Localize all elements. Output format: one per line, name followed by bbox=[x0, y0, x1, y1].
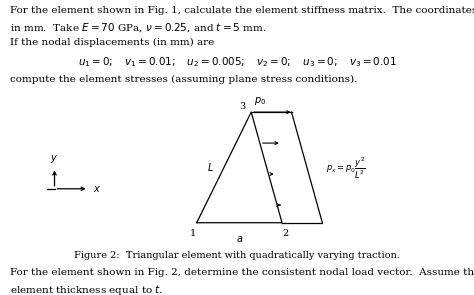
Text: $L$: $L$ bbox=[207, 161, 214, 173]
Text: For the element shown in Fig. 2, determine the consistent nodal load vector.  As: For the element shown in Fig. 2, determi… bbox=[10, 268, 474, 278]
Text: If the nodal displacements (in mm) are: If the nodal displacements (in mm) are bbox=[10, 38, 215, 47]
Text: $p_x = p_0\dfrac{y^2}{L^2}$: $p_x = p_0\dfrac{y^2}{L^2}$ bbox=[326, 155, 366, 181]
Text: Figure 2:  Triangular element with quadratically varying traction.: Figure 2: Triangular element with quadra… bbox=[74, 251, 400, 260]
Text: 2: 2 bbox=[283, 229, 289, 238]
Text: 3: 3 bbox=[239, 101, 246, 111]
Text: $x$: $x$ bbox=[93, 184, 101, 194]
Text: 1: 1 bbox=[190, 229, 196, 238]
Text: in mm.  Take $E = 70$ GPa, $\nu = 0.25$, and $t = 5$ mm.: in mm. Take $E = 70$ GPa, $\nu = 0.25$, … bbox=[10, 21, 267, 34]
Text: For the element shown in Fig. 1, calculate the element stiffness matrix.  The co: For the element shown in Fig. 1, calcula… bbox=[10, 6, 474, 16]
Text: compute the element stresses (assuming plane stress conditions).: compute the element stresses (assuming p… bbox=[10, 75, 358, 84]
Text: element thickness equal to $t$.: element thickness equal to $t$. bbox=[10, 283, 164, 295]
Text: $p_0$: $p_0$ bbox=[254, 95, 266, 107]
Text: $u_1 = 0;\quad v_1 = 0.01;\quad u_2 = 0.005;\quad v_2 = 0;\quad u_3 = 0;\quad v_: $u_1 = 0;\quad v_1 = 0.01;\quad u_2 = 0.… bbox=[78, 55, 396, 69]
Text: $y$: $y$ bbox=[50, 153, 59, 165]
Text: $a$: $a$ bbox=[236, 234, 243, 244]
